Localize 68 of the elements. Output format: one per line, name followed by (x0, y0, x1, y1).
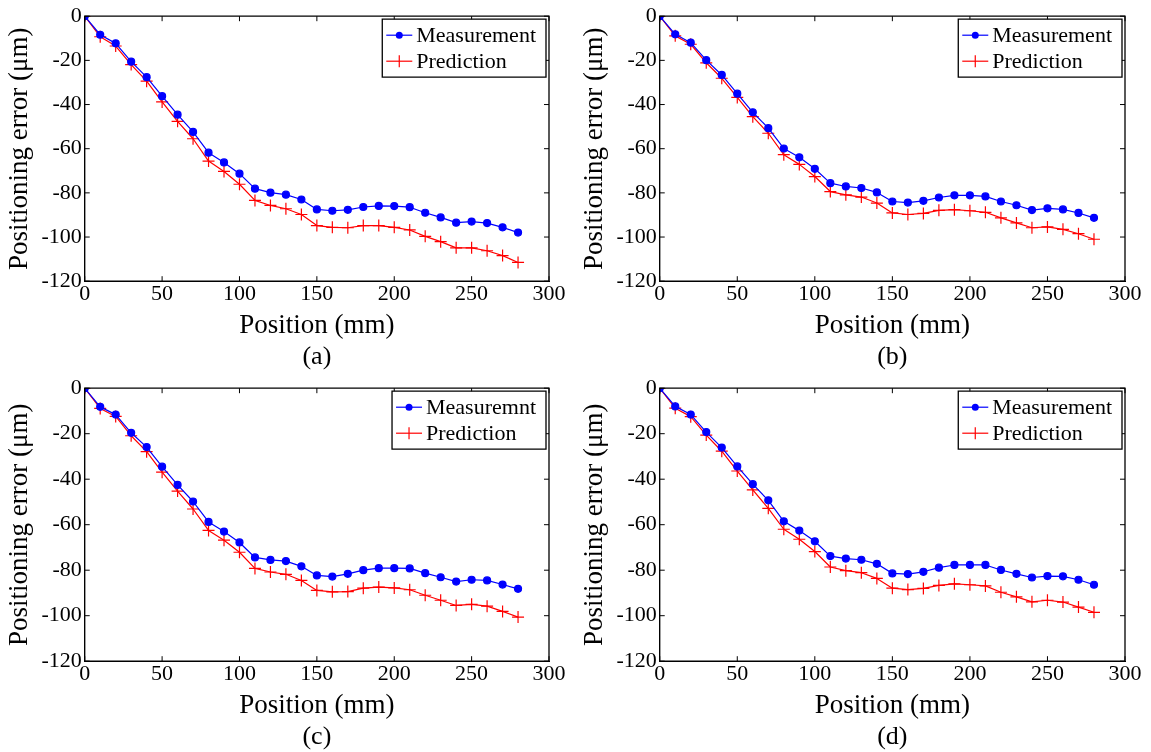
x-tick-label: 150 (875, 660, 909, 686)
y-tick-label: -40 (52, 90, 82, 116)
x-tick-label: 100 (222, 660, 256, 686)
y-tick-label: -20 (627, 46, 657, 72)
text: (b) (877, 340, 908, 370)
y-tick-label: -20 (627, 419, 657, 445)
text: (c) (302, 720, 332, 750)
x-tick-label: 200 (377, 660, 411, 686)
y-tick-label: -40 (52, 464, 82, 490)
y-tick-label: 0 (70, 1, 82, 27)
x-tick-label: 100 (798, 660, 832, 686)
x-tick-label: 300 (1108, 660, 1142, 686)
x-tick-label: 200 (953, 280, 987, 306)
legend-label: Prediction (426, 419, 517, 445)
x-tick-label: 200 (953, 660, 987, 686)
y-tick-label: -40 (627, 90, 657, 116)
y-tick-label: -80 (52, 178, 82, 204)
x-tick-label: 250 (1030, 280, 1064, 306)
x-tick-label: 200 (377, 280, 411, 306)
legend-label: Measurement (992, 393, 1112, 419)
x-tick-label: 50 (151, 280, 174, 306)
y-tick-label: -40 (627, 464, 657, 490)
y-axis-title: Positioning error (μm) (3, 403, 34, 646)
y-tick-label: -20 (52, 46, 82, 72)
y-tick-label: -100 (616, 222, 657, 248)
y-tick-label: -100 (616, 601, 657, 627)
x-tick-label: 250 (455, 280, 489, 306)
y-tick-label: 0 (645, 1, 657, 27)
y-tick-label: 0 (70, 373, 82, 399)
legend-label: Measurement (416, 21, 536, 47)
x-axis-title: Position (mm) (814, 308, 970, 339)
x-tick-label: 50 (726, 280, 749, 306)
legend-label: Measuremnt (426, 393, 536, 419)
x-tick-label: 250 (1030, 660, 1064, 686)
x-tick-label: 100 (798, 280, 832, 306)
legend-label: Prediction (992, 47, 1083, 73)
x-tick-label: 150 (875, 280, 909, 306)
y-tick-label: 0 (645, 373, 657, 399)
x-tick-label: 50 (726, 660, 749, 686)
y-axis-title: Positioning error (μm) (578, 403, 609, 646)
x-tick-label: 150 (300, 660, 334, 686)
x-tick-label: 150 (300, 280, 334, 306)
y-tick-label: -60 (627, 510, 657, 536)
y-tick-label: -80 (627, 555, 657, 581)
legend-label: Measurement (992, 21, 1112, 47)
y-axis-title: Positioning error (μm) (578, 27, 609, 270)
y-tick-label: -60 (52, 134, 82, 160)
y-axis-title: Positioning error (μm) (3, 27, 34, 270)
x-axis-title: Position (mm) (814, 688, 970, 719)
x-tick-label: 300 (532, 280, 566, 306)
x-axis-title: Position (mm) (239, 308, 395, 339)
legend-label: Prediction (416, 47, 507, 73)
x-axis-title: Position (mm) (239, 688, 395, 719)
x-tick-label: 250 (455, 660, 489, 686)
y-tick-label: -60 (52, 510, 82, 536)
text: (a) (302, 340, 332, 370)
x-tick-label: 300 (532, 660, 566, 686)
x-tick-label: 50 (151, 660, 174, 686)
y-tick-label: -80 (627, 178, 657, 204)
x-tick-label: 100 (222, 280, 256, 306)
y-tick-label: -20 (52, 419, 82, 445)
y-tick-label: -100 (41, 222, 82, 248)
y-tick-label: -100 (41, 601, 82, 627)
y-tick-label: -60 (627, 134, 657, 160)
text: (d) (877, 720, 908, 750)
y-tick-label: -80 (52, 555, 82, 581)
legend-label: Prediction (992, 419, 1083, 445)
x-tick-label: 300 (1108, 280, 1142, 306)
